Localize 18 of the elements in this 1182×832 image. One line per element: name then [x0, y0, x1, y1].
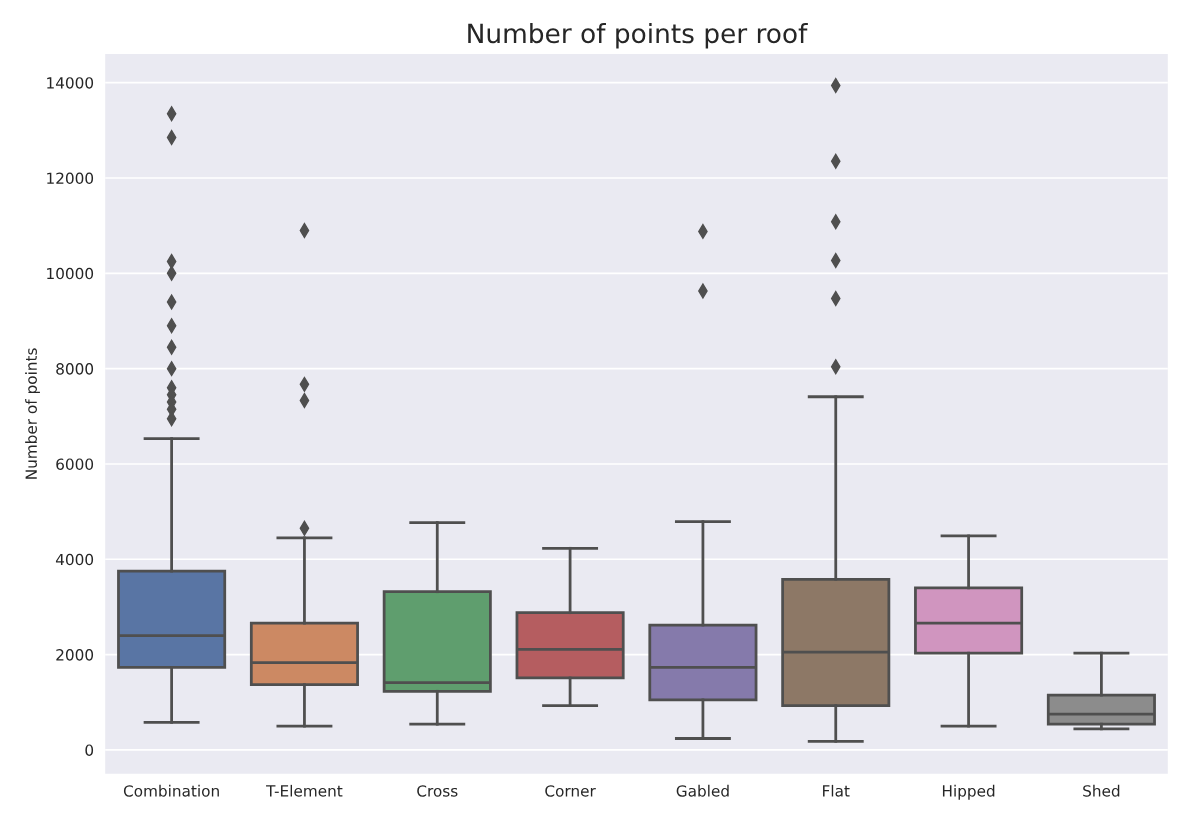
chart-title: Number of points per roof — [468, 22, 808, 49]
y-tick-label: 12000 — [47, 172, 94, 185]
y-tick-label: 0 — [85, 744, 94, 756]
y-tick-label: 10000 — [47, 267, 94, 280]
x-tick-label: Cross — [417, 785, 458, 797]
y-tick-label: 8000 — [56, 363, 94, 375]
y-axis-title: Number of points — [25, 348, 40, 479]
x-tick-label: Gabled — [676, 784, 729, 797]
x-tick-label: Hipped — [942, 784, 995, 800]
x-tick-label: Flat — [823, 784, 850, 797]
y-tick-label: 2000 — [56, 649, 94, 661]
y-tick-label: 14000 — [47, 77, 94, 89]
x-tick-label: Corner — [545, 785, 596, 797]
x-tick-label: Shed — [1083, 784, 1120, 797]
y-tick-label: 4000 — [55, 553, 94, 566]
x-tick-label: T-Element — [266, 784, 343, 797]
y-tick-label: 6000 — [56, 458, 94, 470]
x-tick-label: Combination — [123, 784, 219, 797]
